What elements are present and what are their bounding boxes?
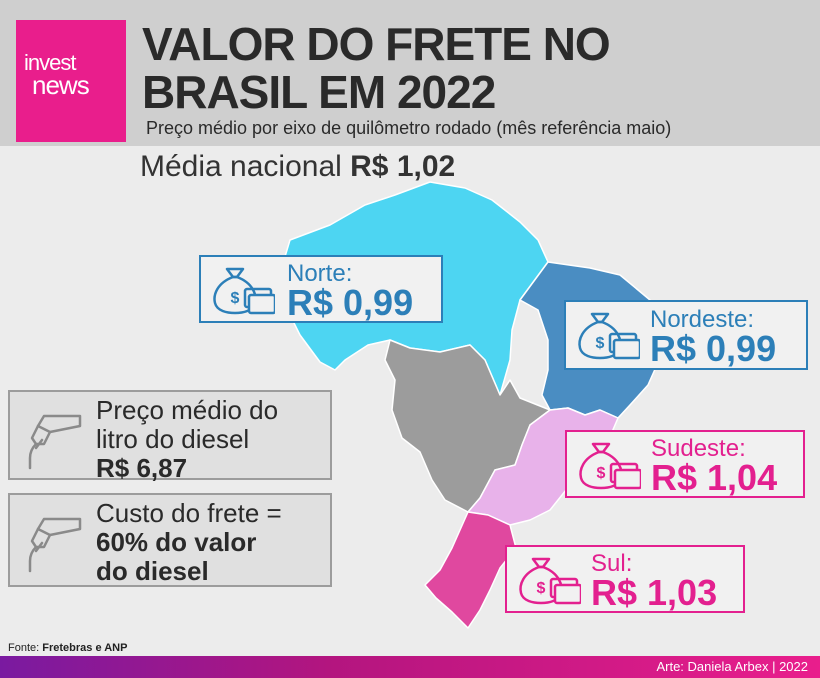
fuel-nozzle-icon (28, 517, 82, 573)
page-subtitle: Preço médio por eixo de quilômetro rodad… (146, 118, 672, 138)
money-bag-icon: $ (519, 557, 581, 605)
fuel-nozzle-icon (28, 414, 82, 470)
sul-value: R$ 1,03 (591, 572, 718, 613)
page-title: VALOR DO FRETE NO BRASIL EM 2022 (142, 18, 611, 118)
sudeste-price-box: $ Sudeste: R$ 1,04 (565, 430, 805, 498)
svg-text:$: $ (537, 580, 546, 597)
nordeste-price-box: $ Nordeste: R$ 0,99 (564, 300, 808, 370)
source-label: Fonte: (8, 642, 40, 654)
sul-price-box: $ Sul: R$ 1,03 (505, 545, 745, 613)
art-credit: Arte: Daniela Arbex | 2022 (656, 659, 808, 674)
logo-word-news: news (32, 70, 90, 100)
diesel-price-text: Preço médio do litro do diesel R$ 6,87 (96, 396, 278, 483)
title-line-1: VALOR DO FRETE NO (142, 18, 611, 70)
diesel-price-box: Preço médio do litro do diesel R$ 6,87 (8, 390, 332, 483)
national-average: Média nacional R$ 1,02 (140, 150, 455, 184)
svg-text:$: $ (596, 335, 605, 352)
diesel-line-1: Preço médio do (96, 395, 279, 425)
norte-price-box: $ Norte: R$ 0,99 (199, 255, 443, 323)
sudeste-label: Sudeste: (651, 435, 746, 462)
nordeste-value: R$ 0,99 (650, 328, 777, 369)
money-bag-icon: $ (579, 442, 641, 490)
svg-text:$: $ (597, 465, 606, 482)
diesel-value: R$ 6,87 (96, 453, 188, 483)
nordeste-label: Nordeste: (650, 306, 755, 333)
freight-line-2: 60% do valor (96, 527, 257, 557)
header-bar (0, 0, 820, 146)
title-line-2: BRASIL EM 2022 (142, 66, 496, 118)
national-average-value: R$ 1,02 (350, 150, 456, 183)
freight-line-3: do diesel (96, 556, 209, 586)
svg-text:$: $ (231, 290, 240, 307)
sudeste-value: R$ 1,04 (651, 457, 778, 498)
freight-cost-text: Custo do frete = 60% do valor do diesel (96, 499, 282, 586)
norte-value: R$ 0,99 (287, 282, 414, 323)
money-bag-icon: $ (213, 267, 275, 315)
footer-bar: Arte: Daniela Arbex | 2022 (0, 656, 820, 678)
national-average-label: Média nacional (140, 150, 342, 183)
diesel-line-2: litro do diesel (96, 424, 250, 454)
logo-word-invest: invest (24, 50, 76, 75)
money-bag-icon: $ (578, 312, 640, 360)
region-sul (424, 511, 517, 629)
investnews-logo: invest news (16, 20, 126, 142)
sul-label: Sul: (591, 550, 633, 577)
freight-line-1: Custo do frete = (96, 498, 282, 528)
source-note: Fonte: Fretebras e ANP (8, 642, 127, 654)
source-value: Fretebras e ANP (42, 642, 128, 654)
norte-label: Norte: (287, 260, 353, 287)
freight-cost-box: Custo do frete = 60% do valor do diesel (8, 493, 332, 587)
